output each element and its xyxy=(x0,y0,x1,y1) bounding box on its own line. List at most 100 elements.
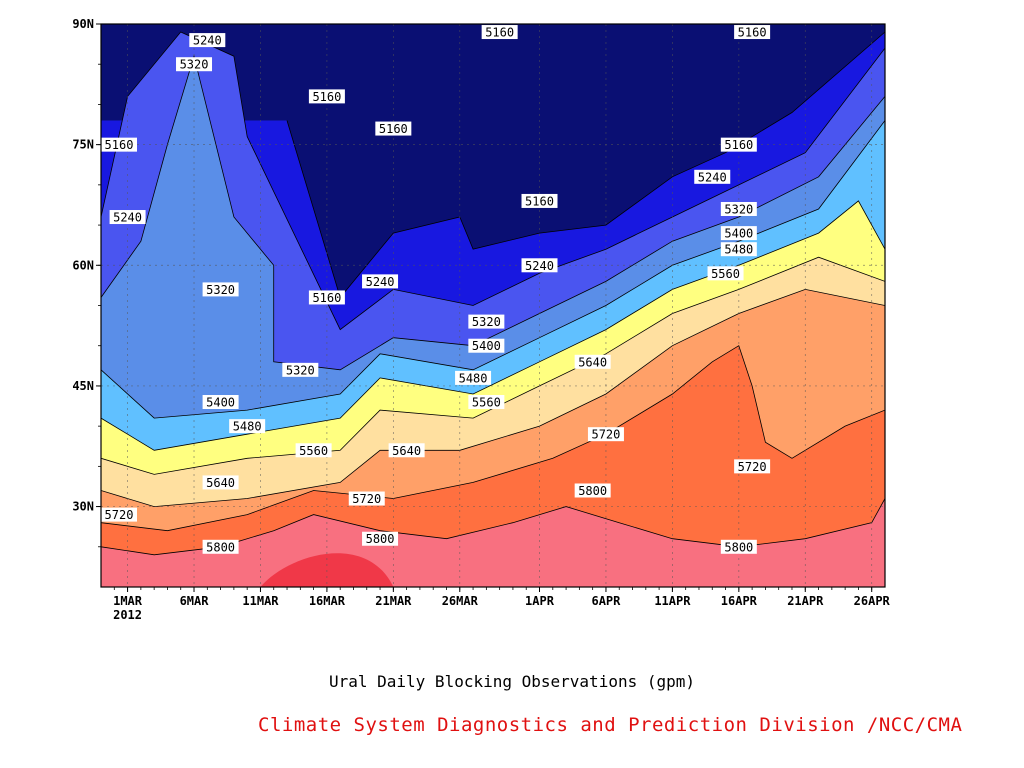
contour-line-5320 xyxy=(101,54,885,371)
contour-label: 5400 xyxy=(472,339,501,353)
contour-label-box xyxy=(202,475,239,490)
contour-label: 5320 xyxy=(472,315,501,329)
contour-label: 5160 xyxy=(105,138,134,152)
contour-label-box xyxy=(295,443,332,458)
contour-label-box xyxy=(109,210,146,225)
contour-label: 5640 xyxy=(392,444,421,458)
contour-label-box xyxy=(348,491,385,506)
contour-label-box xyxy=(468,338,505,353)
chart-title: Ural Daily Blocking Observations (gpm) xyxy=(328,672,696,691)
contour-label-box xyxy=(694,169,731,184)
contour-label: 5320 xyxy=(206,283,235,297)
x-tick-label: 6APR xyxy=(591,594,621,608)
contour-label-box xyxy=(362,274,399,289)
contour-label-box xyxy=(202,539,239,554)
contour-label-box xyxy=(202,395,239,410)
contour-label: 5400 xyxy=(724,227,753,241)
contour-label: 5480 xyxy=(459,371,488,385)
contour-label-box xyxy=(362,531,399,546)
contour-label: 5480 xyxy=(724,243,753,257)
x-tick-sublabel: 2012 xyxy=(113,608,142,622)
contour-label: 5240 xyxy=(113,211,142,225)
contour-line-5720 xyxy=(101,345,885,532)
contour-label-box xyxy=(707,266,744,281)
contour-label: 5560 xyxy=(299,444,328,458)
contour-label-box xyxy=(468,314,505,329)
contour-label: 5400 xyxy=(206,396,235,410)
contour-label: 5640 xyxy=(578,355,607,369)
contour-label: 5560 xyxy=(711,267,740,281)
contour-label: 5160 xyxy=(738,26,767,40)
contour-label: 5160 xyxy=(724,138,753,152)
contour-label-box xyxy=(101,507,137,522)
contour-label: 5240 xyxy=(525,259,554,273)
contour-label: 5240 xyxy=(366,275,395,289)
contour-label-box xyxy=(734,459,771,474)
contour-label-box xyxy=(720,201,757,216)
y-tick-label: 75N xyxy=(72,138,94,152)
contour-label-box xyxy=(176,57,213,72)
contour-label-box xyxy=(101,137,137,152)
contour-label-box xyxy=(388,443,425,458)
contour-label: 5320 xyxy=(286,363,315,377)
y-tick-label: 30N xyxy=(72,500,94,514)
x-tick-label: 26APR xyxy=(854,594,891,608)
contour-label-box xyxy=(189,33,226,48)
x-tick-label: 16APR xyxy=(721,594,758,608)
contour-label: 5800 xyxy=(724,540,753,554)
contour-label: 5160 xyxy=(485,26,514,40)
contour-chart: 5240 5320 5160 5240 5320 5160 5160 5160 5160 5160… xyxy=(72,17,890,622)
contour-label: 5320 xyxy=(724,202,753,216)
contour-label-box xyxy=(734,25,771,40)
x-tick-label: 11APR xyxy=(654,594,691,608)
contour-label: 5720 xyxy=(591,428,620,442)
contour-label-box xyxy=(720,137,757,152)
contour-label: 5480 xyxy=(233,420,262,434)
contour-labels: 5240 5320 5160 5240 5320 5160 5160 5160 5160 5160… xyxy=(101,25,771,554)
contour-label-box xyxy=(229,419,266,434)
contour-label-box xyxy=(720,242,757,257)
contour-label-box xyxy=(521,193,558,208)
contour-label: 5800 xyxy=(578,484,607,498)
x-tick-label: 21MAR xyxy=(375,594,412,608)
contour-label-box xyxy=(521,258,558,273)
contour-label-box xyxy=(308,89,345,104)
contour-label: 5240 xyxy=(193,34,222,48)
contour-label-box xyxy=(587,427,624,442)
contour-label-box xyxy=(574,483,611,498)
contour-label: 5240 xyxy=(698,170,727,184)
contour-label: 5320 xyxy=(180,58,209,72)
plot-area xyxy=(101,24,885,587)
x-tick-label: 21APR xyxy=(787,594,824,608)
contour-label: 5800 xyxy=(206,540,235,554)
contour-label-box xyxy=(455,370,492,385)
x-tick-label: 26MAR xyxy=(442,594,479,608)
contour-label-box xyxy=(375,121,412,136)
x-tick-label: 16MAR xyxy=(309,594,346,608)
x-tick-label: 6MAR xyxy=(180,594,210,608)
contour-line-5560 xyxy=(101,256,885,475)
contour-label-box xyxy=(468,395,505,410)
credit-line: Climate System Diagnostics and Predictio… xyxy=(258,714,963,736)
contour-label: 5160 xyxy=(312,90,341,104)
x-tick-label: 11MAR xyxy=(242,594,279,608)
contour-label: 5720 xyxy=(105,508,134,522)
contour-label: 5160 xyxy=(379,122,408,136)
y-tick-label: 60N xyxy=(72,258,94,272)
x-tick-label: 1MAR xyxy=(113,594,143,608)
contour-label-box xyxy=(308,290,345,305)
contour-label: 5160 xyxy=(525,194,554,208)
contour-label-box xyxy=(282,362,319,377)
contour-label: 5720 xyxy=(738,460,767,474)
contour-line-5640 xyxy=(101,288,885,508)
contour-label: 5800 xyxy=(366,532,395,546)
contour-label: 5160 xyxy=(312,291,341,305)
contour-label: 5560 xyxy=(472,396,501,410)
contour-label-box xyxy=(202,282,239,297)
contour-label-box xyxy=(720,226,757,241)
y-tick-label: 45N xyxy=(72,379,94,393)
contour-label: 5640 xyxy=(206,476,235,490)
contour-label-box xyxy=(574,354,611,369)
contour-label-box xyxy=(720,539,757,554)
